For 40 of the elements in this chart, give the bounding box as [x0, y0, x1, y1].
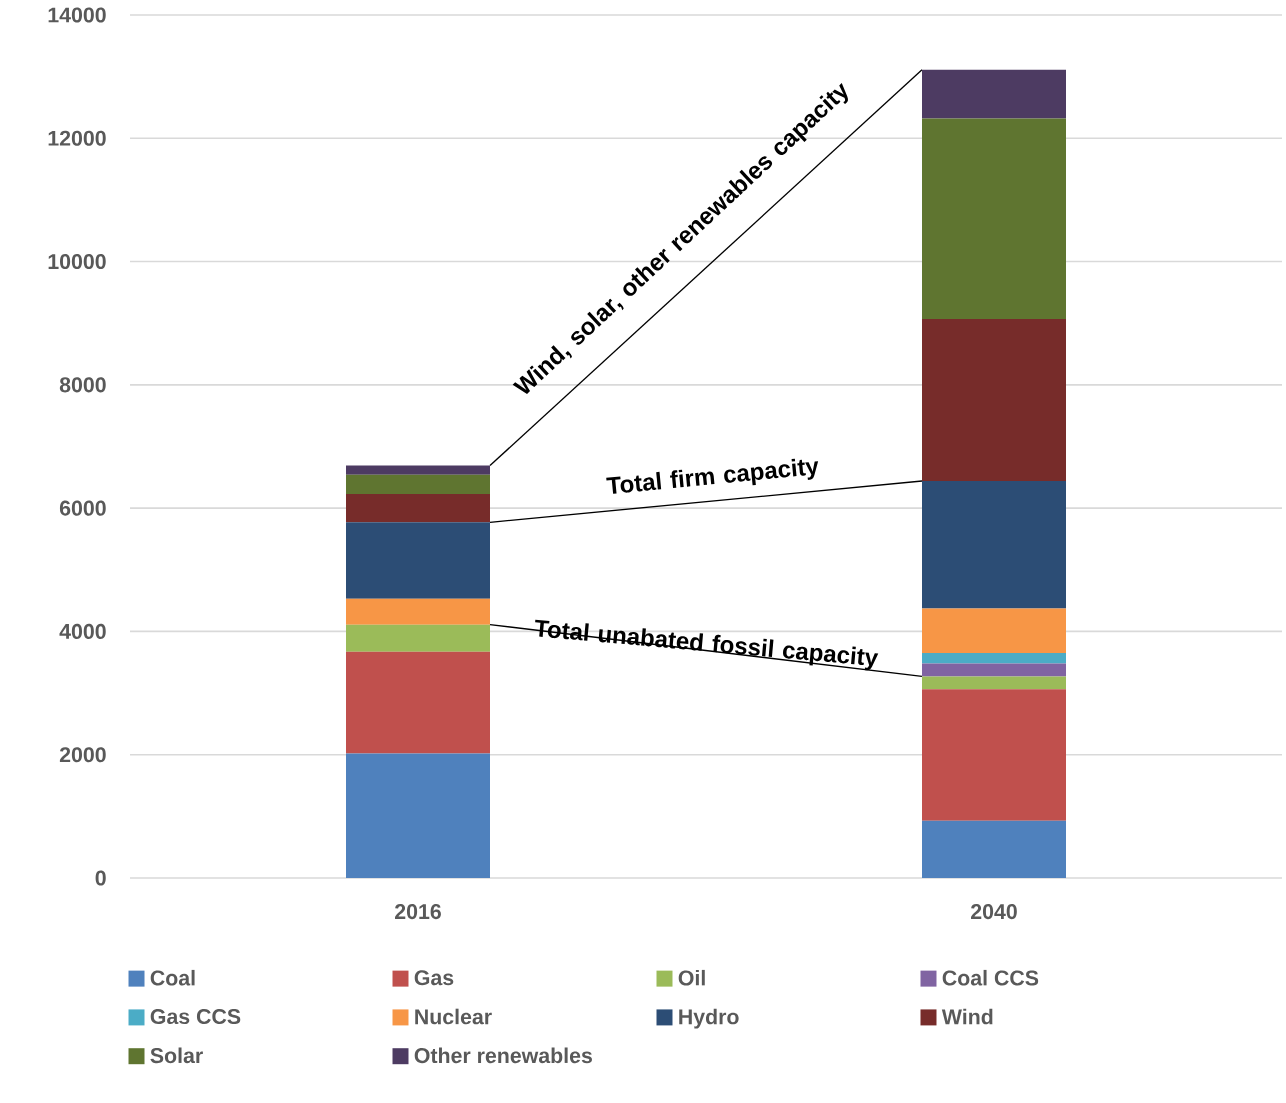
bar — [346, 465, 490, 475]
annotation: Total unabated fossil capacity — [535, 619, 879, 671]
bar — [922, 69, 1066, 119]
legend-label: Hydro — [679, 1008, 739, 1029]
x-tick-label: 2040 — [971, 904, 1017, 920]
bar — [922, 689, 1066, 821]
legend-label: Wind — [941, 1008, 993, 1025]
bar — [922, 676, 1066, 690]
bar — [346, 474, 490, 494]
y-tick-label: 10000 — [48, 254, 106, 270]
y-tick-label: 6000 — [59, 500, 106, 516]
bar — [346, 651, 490, 754]
bar — [346, 522, 490, 599]
bar — [922, 318, 1066, 482]
bar — [346, 598, 490, 625]
legend-label: Other renewables — [414, 1047, 592, 1064]
annotation: Total firm capacity — [606, 458, 819, 494]
bar — [346, 753, 490, 878]
legend-label: Solar — [150, 1047, 203, 1064]
y-tick-label: 4000 — [59, 623, 106, 639]
legend-label: Coal CCS — [942, 969, 1039, 986]
legend-label: Oil — [678, 969, 705, 986]
y-tick-label: 14000 — [48, 7, 106, 23]
legend-label: Gas — [414, 970, 454, 986]
bar — [922, 820, 1066, 878]
legend-label: Coal — [150, 969, 195, 986]
y-tick-label: 8000 — [59, 377, 106, 393]
y-tick-label: 0 — [95, 870, 106, 886]
bar — [922, 608, 1066, 653]
bar — [922, 652, 1066, 664]
bar — [922, 663, 1066, 677]
y-tick-label: 2000 — [59, 747, 106, 763]
bar — [346, 493, 490, 523]
legend-label: Nuclear — [415, 1008, 492, 1025]
bar — [922, 118, 1066, 319]
y-tick-label: 12000 — [48, 130, 106, 146]
x-tick-label: 2016 — [395, 904, 441, 920]
bar — [922, 481, 1066, 609]
bar — [346, 624, 490, 652]
legend-label: Gas CCS — [150, 1008, 241, 1025]
